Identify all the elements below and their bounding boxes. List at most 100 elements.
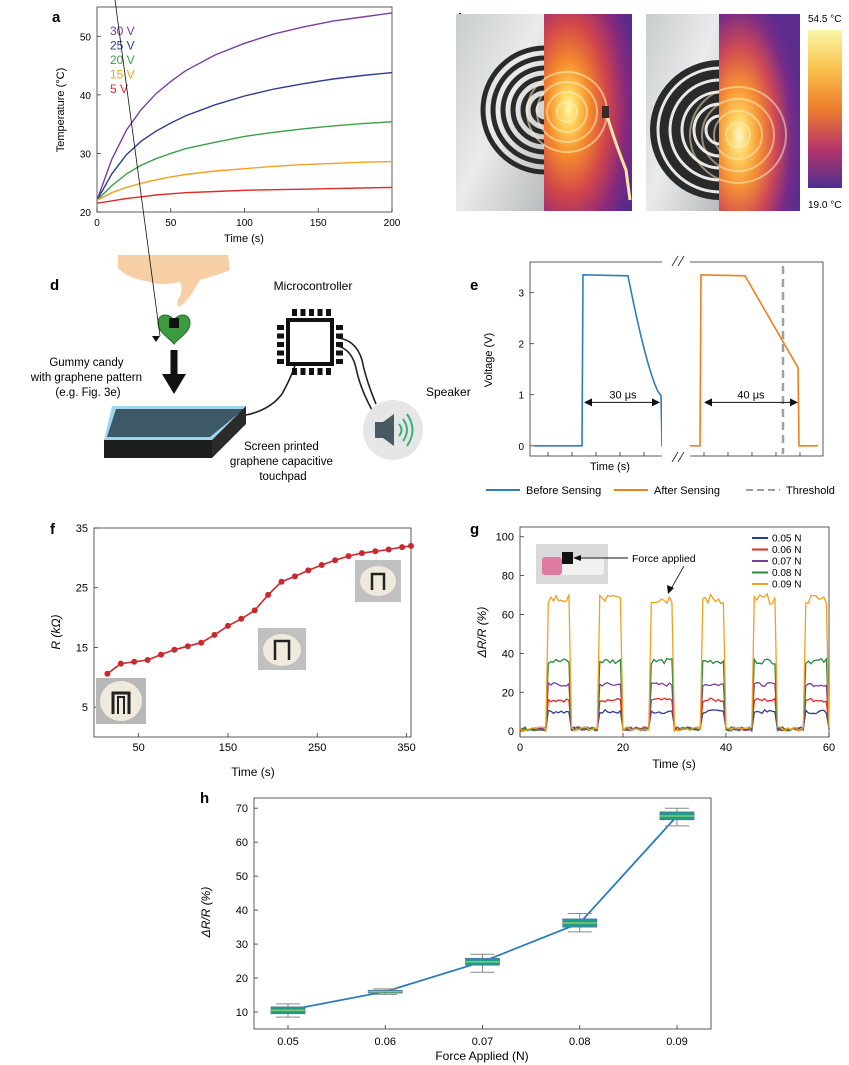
down-arrow-icon [162,374,186,394]
panel-g-legend-item: 0.06 N [772,545,801,556]
panel-e-after-line [690,273,818,447]
panel-a-xtick-label: 200 [384,218,401,229]
panel-f-ytick-label: 35 [76,523,88,535]
panel-h-xtick-label: 0.05 [277,1036,298,1048]
force-arrow-head [667,585,674,594]
panel-g-xlabel: Time (s) [652,757,696,771]
panel-f-ytick-label: 5 [82,702,88,714]
panel-a-xtick-label: 150 [310,218,327,229]
speaker-wire-1 [337,337,377,405]
colorbar-max-label: 54.5 °C [808,14,841,25]
panel-a-ylabel: Temperature (°C) [55,68,67,152]
panel-a-series-4 [96,186,393,204]
panel-a-xtick-label: 0 [94,218,100,229]
panel-a-legend-item: 5 V [110,82,128,96]
chip-pin [277,333,284,339]
panel-h-ytick-label: 70 [236,803,248,815]
panel-g-xtick-label: 0 [517,742,523,754]
panel-a-series-0 [96,12,393,201]
panel-a-ytick-label: 30 [80,149,92,160]
panel-f-point [305,567,312,574]
panel-e-before-line [534,273,668,447]
panel-g-legend-item: 0.09 N [772,580,801,591]
panel-f-point [144,657,151,663]
chip-pin [336,350,343,356]
panel-e-duration-1: 30 μs [609,389,637,401]
panel-f-ytick-label: 15 [76,642,88,654]
panel-f-point [408,542,414,549]
panel-h-chart: 10 20 30 40 50 60 70 0.05 0.06 0.07 0.08 0.09 Force… [199,797,712,1063]
panel-h-xtick-label: 0.06 [375,1036,396,1048]
panel-h-frame [253,797,712,1030]
panel-f-point [372,548,379,555]
panel-e-arrow-2-bg [732,387,770,401]
panel-f-xtick-label: 350 [397,742,415,754]
force-applied-label: Force applied [632,553,696,565]
panel-label-g: g [470,521,479,538]
panel-f-ytick-label: 25 [76,583,88,595]
panel-g-ytick-label: 60 [502,610,514,622]
panel-e-chart: 0 1 2 3 Time (s) Voltage (V) 30 μs 40 μs Bef… [483,255,835,497]
gummy-photo-3 [355,560,401,602]
panel-h-xtick-label: 0.08 [569,1036,590,1048]
panel-g-xtick-label: 20 [617,742,629,754]
panel-a-ytick-label: 40 [80,91,92,102]
panel-label-d: d [50,277,59,294]
panel-a-legend-item: 15 V [110,68,135,82]
panel-a-legend-item: 30 V [110,24,135,38]
panel-g-ytick-label: 40 [502,648,514,660]
hand-icon [118,255,230,307]
chip-pin [300,309,306,316]
panel-b-photo [456,14,544,211]
panel-f-point [238,615,245,622]
panel-e-arrow-1-head-left [584,398,592,407]
chip-body [286,318,334,366]
panel-a-legend-item: 20 V [110,53,135,67]
panel-f-point [104,670,111,677]
speaker-wire-2 [337,345,373,411]
panel-h-ylabel: ΔR/R (%) [199,887,213,939]
panel-g-ytick-label: 80 [502,571,514,583]
panel-g-ytick-label: 100 [496,532,514,544]
panel-g-xtick-label: 40 [720,742,732,754]
panel-h-ytick-label: 30 [236,939,248,951]
panel-f-xtick-label: 50 [133,742,145,754]
panel-f-xlabel: Time (s) [231,765,275,779]
panel-f-point [278,578,285,585]
panel-e-xlabel: Time (s) [590,461,630,473]
panel-f-point [198,639,205,646]
panel-b-image [456,14,632,211]
chip-pin [326,368,331,375]
panel-f-frame [93,527,412,738]
panel-f-point [158,651,164,658]
panel-e-arrow-2-head-right [790,398,798,407]
panel-g-frame [519,526,830,738]
panel-e-ytick-label: 0 [518,442,524,453]
panel-f-point [131,658,138,665]
panel-g-ylabel: ΔR/R (%) [475,607,489,659]
panel-f-point [117,660,124,667]
panel-h-ytick-label: 50 [236,871,248,883]
candy-pointer-line [114,0,161,337]
chip-pin [277,350,284,356]
touchpad-label-line-1: Screen printed [244,441,319,453]
panel-f-point [265,591,272,598]
panel-g-series-4 [519,592,830,733]
axis-break-mask [662,256,690,462]
panel-g-legend-item: 0.08 N [772,568,801,579]
touchpad-side [104,440,212,458]
panel-label-e: e [470,277,478,294]
panel-label-h: h [200,790,209,807]
panel-g-ytick-label: 0 [508,726,514,738]
panel-d-diagram: Gummy candy with graphene pattern (e.g. … [30,0,471,483]
panel-e-ytick-label: 1 [518,391,524,402]
panel-a-series-1 [96,71,393,201]
panel-f-point [399,544,406,551]
panel-f-point [345,553,352,560]
chip-pin [317,309,323,316]
panel-h-xlabel: Force Applied (N) [435,1049,528,1063]
chip-pin [277,342,284,347]
panel-g-legend-item: 0.05 N [772,534,801,545]
force-arrow-line [670,565,685,590]
